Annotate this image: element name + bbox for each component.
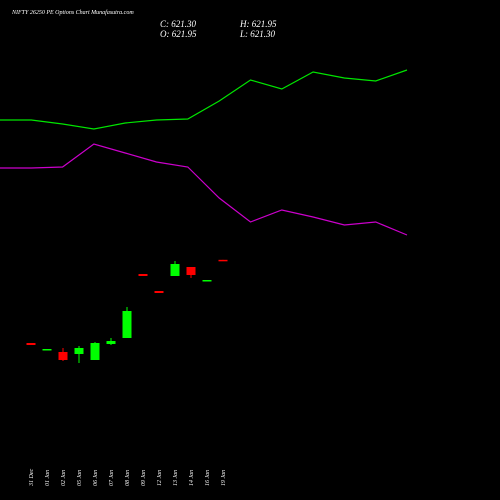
header-low: L: 621.30: [239, 29, 276, 39]
candle-body: [90, 343, 100, 360]
indicator-line: [0, 143, 408, 236]
x-tick-label: 06 Jan: [93, 470, 99, 486]
header-high: H: 621.95: [239, 19, 277, 29]
x-tick-label: 19 Jan: [221, 470, 227, 486]
x-tick-label: 02 Jan: [61, 470, 67, 486]
x-tick-label: 13 Jan: [173, 470, 179, 486]
candle-body: [58, 352, 68, 360]
candle-body: [106, 341, 116, 344]
x-tick-label: 01 Jan: [45, 470, 51, 486]
candle-body: [154, 291, 164, 293]
header-open: O: 621.95: [160, 29, 197, 39]
candle-body: [26, 343, 36, 345]
x-tick-label: 12 Jan: [157, 470, 163, 486]
candle-body: [218, 259, 228, 262]
indicator-line: [0, 69, 408, 130]
candle-body: [138, 274, 148, 276]
x-tick-label: 16 Jan: [205, 470, 211, 486]
x-tick-label: 31 Dec: [29, 469, 35, 487]
x-tick-label: 07 Jan: [109, 470, 115, 486]
candle-body: [122, 311, 132, 338]
candle-body: [170, 264, 180, 276]
x-tick-label: 14 Jan: [188, 470, 195, 486]
x-tick-label: 05 Jan: [77, 470, 83, 486]
chart-title: NIFTY 26250 PE Options Chart Munafasutra…: [11, 9, 134, 16]
candle-body: [42, 349, 52, 351]
x-tick-label: 09 Jan: [141, 470, 147, 486]
header-close: C: 621.30: [160, 19, 197, 29]
candle-body: [202, 280, 212, 282]
candle-body: [74, 348, 84, 354]
x-tick-label: 08 Jan: [125, 470, 131, 486]
candle-body: [186, 267, 196, 275]
